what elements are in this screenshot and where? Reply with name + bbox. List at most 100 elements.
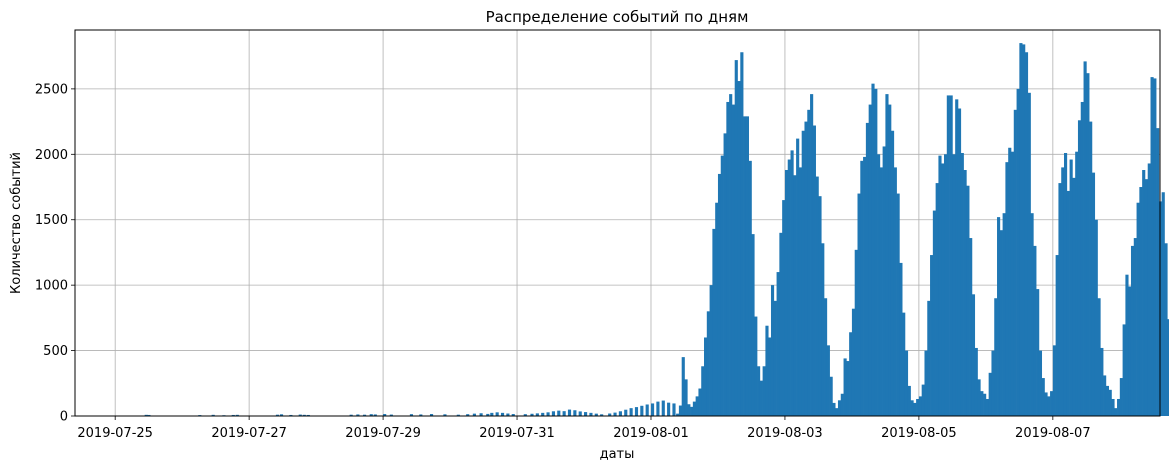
histogram-bar	[885, 94, 889, 416]
histogram-bar	[1108, 389, 1112, 416]
histogram-bar	[971, 294, 976, 416]
histogram-bar	[952, 154, 956, 416]
histogram-bar	[854, 249, 858, 416]
histogram-bar	[938, 155, 942, 416]
histogram-bar	[600, 414, 604, 416]
histogram-bar	[640, 405, 644, 416]
x-tick-label: 2019-07-31	[479, 426, 555, 441]
histogram-bar	[745, 116, 750, 417]
histogram-bar	[1038, 350, 1043, 416]
histogram-bar	[843, 358, 847, 416]
histogram-bar	[695, 396, 699, 416]
histogram-bar	[793, 175, 797, 416]
histogram-bar	[1161, 192, 1165, 416]
y-tick-label: 1000	[35, 279, 68, 294]
histogram-bar	[369, 414, 373, 416]
histogram-bar	[1072, 177, 1076, 416]
histogram-bar	[389, 414, 393, 416]
histogram-bar	[704, 337, 708, 416]
histogram-bar	[787, 159, 791, 416]
histogram-bar	[935, 183, 939, 416]
histogram-bar	[980, 391, 984, 416]
histogram-bar	[877, 154, 881, 416]
histogram-bar	[486, 413, 490, 416]
histogram-bar	[860, 160, 864, 416]
histogram-bar	[1130, 245, 1135, 416]
histogram-bar	[373, 414, 377, 416]
histogram-bar	[932, 210, 936, 416]
histogram-bar	[1128, 286, 1132, 416]
histogram-bar	[634, 407, 639, 416]
histogram-bar	[871, 83, 875, 416]
histogram-bar	[1055, 255, 1059, 416]
histogram-bar	[1089, 121, 1093, 416]
histogram-bar	[927, 300, 931, 416]
x-axis-label: даты	[600, 447, 635, 462]
histogram-bar	[706, 311, 710, 416]
histogram-bar	[1094, 219, 1098, 416]
histogram-bar	[782, 200, 786, 416]
histogram-bar	[584, 412, 588, 416]
histogram-bar	[907, 385, 911, 416]
histogram-bar	[275, 414, 280, 416]
histogram-bar	[865, 122, 870, 416]
histogram-bar	[918, 396, 923, 416]
histogram-bar	[949, 95, 953, 416]
histogram-bar	[715, 202, 719, 416]
histogram-bar	[1086, 73, 1090, 417]
histogram-bar	[650, 403, 655, 416]
histogram-bar	[966, 185, 970, 416]
histogram-bar	[1075, 151, 1079, 416]
histogram-bar	[832, 402, 836, 416]
histogram-bar	[1122, 324, 1126, 416]
histogram-bar	[983, 393, 987, 416]
histogram-bar	[879, 167, 883, 416]
histogram-bar	[551, 411, 556, 416]
axis-ticks: 2019-07-25 2019-07-27 2019-07-29 2019-07-31…	[35, 82, 1091, 441]
histogram-bar	[211, 414, 215, 416]
histogram-bar	[672, 403, 676, 416]
histogram-bar	[684, 379, 688, 416]
histogram-bar	[826, 345, 830, 416]
histogram-bar	[1036, 289, 1040, 416]
histogram-bar	[409, 414, 414, 416]
histogram-bar	[779, 232, 783, 416]
histogram-bar	[1061, 167, 1065, 416]
histogram-bar	[495, 412, 499, 416]
histogram-bar	[1150, 77, 1154, 416]
histogram-bar	[1097, 298, 1101, 416]
histogram-bar	[751, 234, 755, 416]
histogram-bar	[656, 401, 660, 416]
histogram-bar	[479, 413, 483, 416]
chart-title: Распределение событий по дням	[486, 8, 749, 26]
histogram-bar	[1077, 120, 1082, 417]
histogram-bar	[994, 298, 998, 416]
grid	[75, 30, 1160, 417]
histogram-bar	[298, 414, 302, 416]
histogram-bar	[231, 414, 235, 416]
histogram-bar	[846, 361, 850, 416]
histogram-bar	[941, 163, 945, 416]
histogram-bar	[796, 138, 800, 416]
histogram-bar	[1100, 347, 1104, 416]
histogram-bar	[573, 410, 577, 416]
histogram-bar	[306, 414, 310, 416]
y-tick-label: 0	[60, 410, 68, 425]
histogram-bar	[546, 412, 550, 416]
x-tick-label: 2019-08-03	[747, 426, 823, 441]
histogram-bar	[801, 130, 805, 416]
histogram-bar	[913, 402, 917, 416]
histogram-bar	[1027, 92, 1031, 417]
histogram-bar	[1111, 398, 1115, 416]
histogram-bar	[899, 262, 903, 416]
x-tick-label: 2019-07-27	[211, 426, 287, 441]
histogram-bar	[687, 404, 691, 416]
x-tick-label: 2019-08-07	[1015, 426, 1091, 441]
histogram-bar	[882, 146, 886, 417]
histogram-bar	[523, 414, 527, 416]
axes-frame	[74, 29, 1161, 417]
histogram-bar	[1142, 170, 1146, 416]
y-tick-label: 2000	[35, 148, 68, 163]
histogram-bar	[530, 413, 534, 416]
histogram-bar	[578, 411, 582, 416]
